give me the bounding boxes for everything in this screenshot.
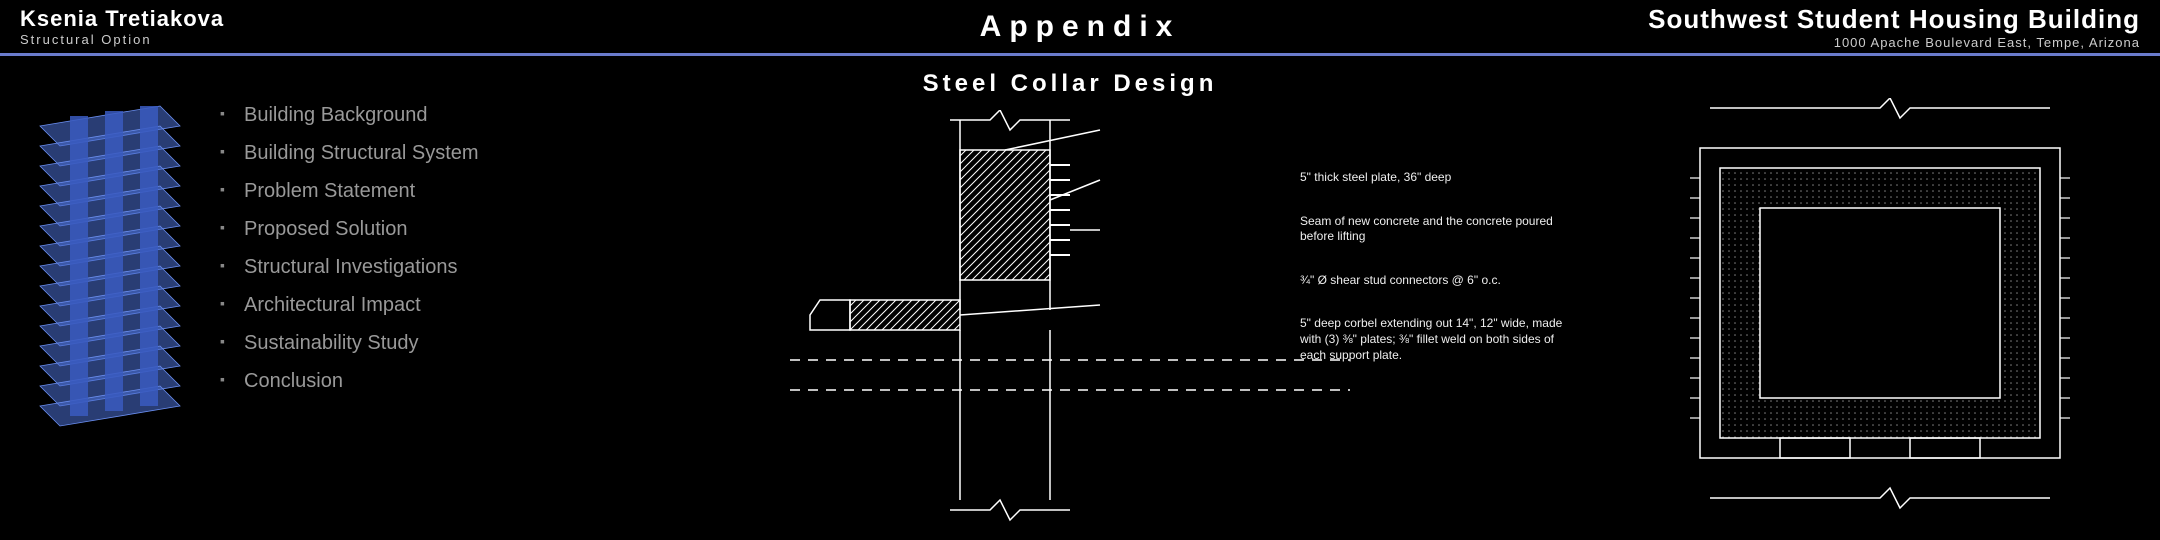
nav-item[interactable]: Problem Statement (220, 172, 479, 210)
center-panel: Steel Collar Design (540, 56, 1600, 540)
annotation: ¾" Ø shear stud connectors @ 6" o.c. (1300, 273, 1580, 289)
project-name: Southwest Student Housing Building (1648, 4, 2140, 35)
author-block: Ksenia Tretiakova Structural Option (20, 6, 224, 47)
steel-collar-diagram: 5" thick steel plate, 36" deep Seam of n… (540, 110, 1600, 530)
annotation: Seam of new concrete and the concrete po… (1300, 214, 1580, 245)
nav-item[interactable]: Proposed Solution (220, 210, 479, 248)
plan-view-svg (1630, 98, 2130, 518)
nav-item[interactable]: Conclusion (220, 362, 479, 400)
annotation-stack: 5" thick steel plate, 36" deep Seam of n… (1300, 170, 1580, 391)
nav-list: Building Background Building Structural … (220, 86, 479, 400)
nav-item[interactable]: Structural Investigations (220, 248, 479, 286)
project-block: Southwest Student Housing Building 1000 … (1648, 4, 2140, 50)
header-bar: Ksenia Tretiakova Structural Option Appe… (0, 0, 2160, 56)
nav-item[interactable]: Building Structural System (220, 134, 479, 172)
annotation: 5" thick steel plate, 36" deep (1300, 170, 1580, 186)
building-svg (10, 86, 190, 446)
right-panel (1600, 56, 2160, 540)
content-area: Building Background Building Structural … (0, 56, 2160, 540)
author-name: Ksenia Tretiakova (20, 6, 224, 32)
annotation: 5" deep corbel extending out 14", 12" wi… (1300, 316, 1580, 363)
diagram-title: Steel Collar Design (540, 70, 1600, 98)
page-title: Appendix (980, 10, 1181, 44)
building-3d-render (10, 86, 190, 446)
nav-item[interactable]: Sustainability Study (220, 324, 479, 362)
author-subtitle: Structural Option (20, 32, 224, 47)
nav-item[interactable]: Architectural Impact (220, 286, 479, 324)
nav-item[interactable]: Building Background (220, 96, 479, 134)
left-panel: Building Background Building Structural … (0, 56, 540, 540)
project-address: 1000 Apache Boulevard East, Tempe, Arizo… (1834, 35, 2140, 50)
